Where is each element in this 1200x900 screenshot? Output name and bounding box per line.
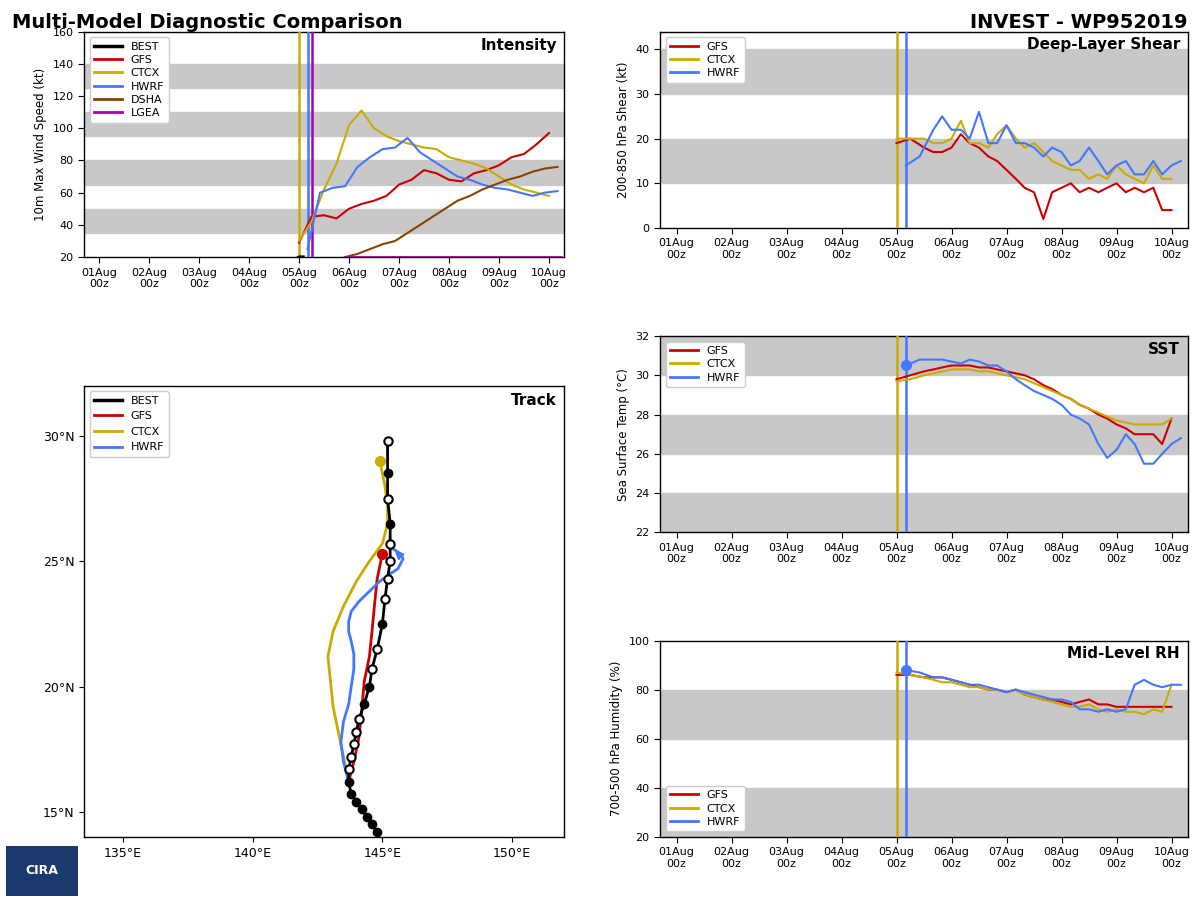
Legend: BEST, GFS, CTCX, HWRF: BEST, GFS, CTCX, HWRF [90, 392, 169, 457]
Bar [660, 336, 1188, 375]
Text: Multi-Model Diagnostic Comparison: Multi-Model Diagnostic Comparison [12, 14, 403, 32]
Legend: GFS, CTCX, HWRF: GFS, CTCX, HWRF [666, 342, 745, 387]
Legend: BEST, GFS, CTCX, HWRF, DSHA, LGEA: BEST, GFS, CTCX, HWRF, DSHA, LGEA [90, 37, 169, 122]
Text: Mid-Level RH: Mid-Level RH [1068, 646, 1180, 662]
Bar [660, 493, 1188, 533]
Text: Deep-Layer Shear: Deep-Layer Shear [1027, 38, 1180, 52]
Bar [84, 209, 564, 233]
Y-axis label: 10m Max Wind Speed (kt): 10m Max Wind Speed (kt) [34, 68, 47, 220]
Text: SST: SST [1148, 342, 1180, 357]
Legend: GFS, CTCX, HWRF: GFS, CTCX, HWRF [666, 37, 745, 83]
Bar [660, 415, 1188, 454]
Legend: GFS, CTCX, HWRF: GFS, CTCX, HWRF [666, 786, 745, 832]
Text: INVEST - WP952019: INVEST - WP952019 [971, 14, 1188, 32]
Bar [660, 139, 1188, 184]
Y-axis label: 200-850 hPa Shear (kt): 200-850 hPa Shear (kt) [617, 61, 630, 198]
Bar [84, 160, 564, 184]
Bar [660, 50, 1188, 94]
Bar [84, 112, 564, 136]
Bar [660, 788, 1188, 837]
Y-axis label: 700-500 hPa Humidity (%): 700-500 hPa Humidity (%) [610, 662, 623, 816]
Bar [84, 64, 564, 88]
Text: CIRA: CIRA [25, 864, 59, 878]
Bar [660, 689, 1188, 739]
Text: Intensity: Intensity [480, 39, 557, 53]
Text: Track: Track [511, 392, 557, 408]
Y-axis label: Sea Surface Temp (°C): Sea Surface Temp (°C) [617, 368, 630, 500]
